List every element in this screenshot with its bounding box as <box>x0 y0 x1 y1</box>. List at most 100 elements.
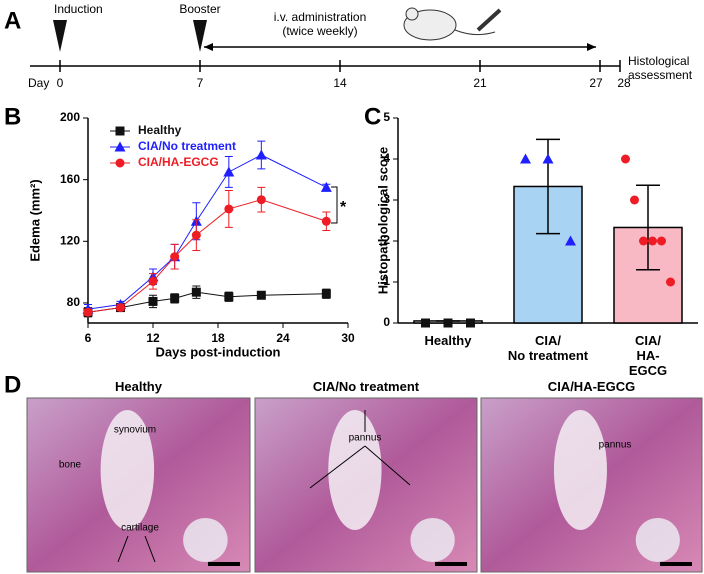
marker <box>443 318 453 328</box>
panel-label: C <box>364 103 381 130</box>
series-line <box>87 291 327 313</box>
marker <box>320 181 332 192</box>
timeline-tick-label: 14 <box>333 76 347 90</box>
timeline-axis-label: Day <box>28 76 49 90</box>
y-tick-label: 0 <box>383 315 390 329</box>
annotation: synovium <box>114 425 156 436</box>
x-axis-title: Days post-induction <box>156 344 281 359</box>
y-tick-label: 3 <box>383 192 390 206</box>
marker <box>116 303 125 313</box>
marker <box>255 149 267 160</box>
x-tick-label: 6 <box>85 331 92 345</box>
marker <box>565 235 576 246</box>
marker <box>148 296 158 306</box>
legend-label: CIA/No treatment <box>138 139 236 153</box>
tissue-space <box>410 518 455 562</box>
x-tick-label: 12 <box>146 331 160 345</box>
marker <box>466 318 475 328</box>
y-tick-label: 4 <box>383 151 390 165</box>
x-tick-label: 18 <box>211 331 225 345</box>
tissue-space <box>100 410 155 530</box>
marker <box>639 236 648 246</box>
marker <box>224 292 234 302</box>
annotation-arrow <box>144 535 156 563</box>
x-tick-label: 30 <box>341 331 355 345</box>
annotation: * <box>340 199 347 216</box>
series-line <box>87 154 327 310</box>
annotation: cartilage <box>121 523 159 534</box>
error-bar <box>636 184 660 271</box>
tissue-space <box>553 410 607 530</box>
marker <box>630 195 639 205</box>
panel-label: D <box>4 371 21 398</box>
marker <box>223 166 235 177</box>
marker <box>170 293 180 303</box>
tissue-space <box>183 518 228 562</box>
annotation: pannus <box>349 433 382 444</box>
timeline-tick-label: 27 <box>589 76 603 90</box>
marker <box>621 154 630 164</box>
marker <box>520 153 531 164</box>
legend-label: Healthy <box>138 123 182 137</box>
annotation: pannus <box>599 440 632 451</box>
syringe <box>476 8 502 32</box>
y-tick-label: 160 <box>60 172 80 186</box>
annotation-arrow <box>309 445 366 489</box>
timeline-tick-label: 28 <box>617 76 631 90</box>
histology-title: Healthy <box>115 379 162 394</box>
marker <box>542 153 554 164</box>
y-tick-label: 80 <box>67 295 81 309</box>
series-line <box>87 199 327 313</box>
marker <box>170 252 180 262</box>
marker <box>224 204 234 214</box>
panel-label: B <box>4 103 21 130</box>
mouse-tail <box>454 29 496 36</box>
significance-bracket <box>331 186 338 224</box>
tissue-space <box>635 518 680 562</box>
event-marker <box>53 20 67 52</box>
panel-label: A <box>4 7 21 34</box>
annotation-arrow <box>364 445 411 486</box>
marker <box>321 289 331 299</box>
y-axis-title: Histopathological score <box>375 147 390 294</box>
y-tick-label: 200 <box>60 110 80 124</box>
marker <box>191 230 201 240</box>
x-tick-label: CIA/ No treatment <box>507 333 589 363</box>
treatment-label: i.v. administration (twice weekly) <box>273 10 367 38</box>
timeline-tick-label: 0 <box>57 76 64 90</box>
marker <box>191 287 201 297</box>
x-tick-label: 24 <box>276 331 290 345</box>
timeline-tick-label: 7 <box>197 76 204 90</box>
y-tick-label: 120 <box>60 233 80 247</box>
arrow-head <box>204 43 213 51</box>
marker <box>648 236 657 246</box>
event-marker <box>193 20 207 52</box>
y-tick-label: 1 <box>383 274 390 288</box>
event-label: Booster <box>179 2 220 16</box>
arrow-head <box>587 43 596 51</box>
y-tick-label: 5 <box>383 110 390 124</box>
tissue-space <box>328 410 382 530</box>
marker <box>657 236 666 246</box>
annotation-arrow <box>117 535 129 563</box>
event-label: Induction <box>54 2 103 16</box>
marker <box>256 195 266 205</box>
mouse-ear <box>405 7 419 21</box>
annotation: bone <box>59 460 82 471</box>
endpoint-label: Histological assessment <box>628 54 693 82</box>
y-tick-label: 2 <box>383 233 390 247</box>
marker <box>321 216 331 226</box>
marker <box>256 290 266 300</box>
x-tick-label: Healthy <box>424 333 472 348</box>
y-axis-title: Edema (mm²) <box>27 179 42 261</box>
legend-label: CIA/HA-EGCG <box>138 155 219 169</box>
histology-title: CIA/HA-EGCG <box>547 379 636 394</box>
marker <box>148 276 158 286</box>
marker <box>666 277 675 287</box>
timeline-tick-label: 21 <box>473 76 487 90</box>
marker <box>83 307 93 317</box>
marker <box>421 318 430 328</box>
histology-title: CIA/No treatment <box>312 379 420 394</box>
